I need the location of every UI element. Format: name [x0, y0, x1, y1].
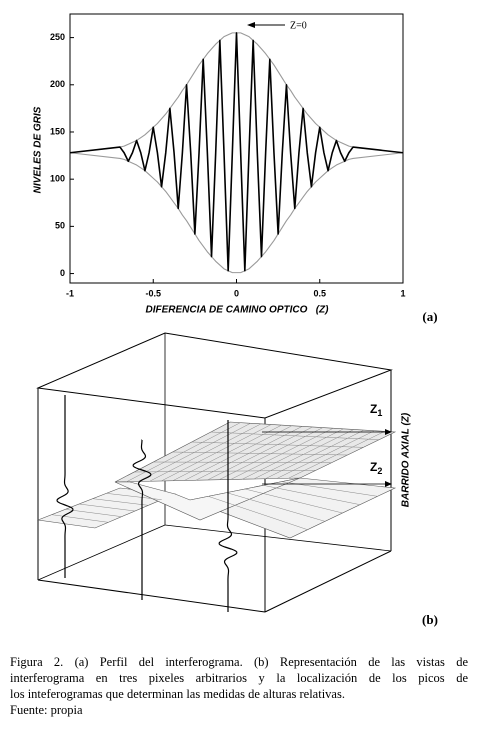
- hatch-line: [210, 431, 380, 440]
- arrow-head: [247, 22, 255, 28]
- x-tick-label: -1: [66, 288, 74, 298]
- profile-curve: [218, 420, 238, 612]
- hatch-line: [172, 451, 348, 456]
- profile-curve: [132, 439, 152, 600]
- arrow-head: [385, 429, 392, 435]
- box-edge: [37, 579, 266, 613]
- x-tick-label: 0: [234, 288, 239, 298]
- y-tick-label: 50: [55, 221, 65, 231]
- z2-letter: Z: [370, 460, 377, 474]
- y-axis-title: NIVELES DE GRIS: [33, 106, 44, 193]
- x-tick-label: 0.5: [313, 288, 326, 298]
- caption-source: Fuente: propia: [10, 703, 83, 717]
- z2-sub: 2: [377, 466, 382, 476]
- caption: Figura 2. (a) Perfil del interferograma.…: [10, 654, 468, 718]
- hatch-line: [51, 514, 109, 523]
- box-edge: [37, 524, 166, 581]
- y-tick-label: 150: [50, 126, 65, 136]
- y-tick-label: 250: [50, 32, 65, 42]
- hatch-line: [191, 441, 364, 448]
- profiles: [56, 395, 238, 612]
- hatch-line: [65, 509, 122, 517]
- z1-letter: Z: [370, 402, 377, 416]
- z1-label: Z1: [370, 402, 382, 418]
- figure: Z=0 NIVELES DE GRIS DIFERENCIA DE CAMINO…: [33, 13, 438, 627]
- x-tick-label: 1: [400, 288, 405, 298]
- y-tick-label: 0: [60, 268, 65, 278]
- panel-label: (a): [422, 309, 437, 324]
- hatch-line: [208, 496, 308, 530]
- box-edge: [264, 550, 392, 613]
- annotation: Z=0: [290, 20, 307, 31]
- chart: Z=0 NIVELES DE GRIS DIFERENCIA DE CAMINO…: [33, 13, 438, 324]
- surface-grid: [51, 422, 385, 530]
- hatch-line: [263, 485, 361, 505]
- x-tick-label: -0.5: [145, 288, 161, 298]
- profile-curve: [56, 395, 74, 578]
- x-axis-title: DIFERENCIA DE CAMINO OPTICO (Z): [146, 305, 330, 316]
- diagram: [36, 332, 397, 613]
- series-line: [69, 32, 404, 272]
- y-tick-label: 200: [50, 79, 65, 89]
- arrow-head: [385, 481, 392, 487]
- box-edge: [164, 524, 392, 552]
- caption-line: Figura 2. (a) Perfil del interferograma.…: [10, 655, 468, 669]
- hatch-line: [106, 493, 162, 500]
- hatch-line: [78, 503, 136, 512]
- z2-label: Z2: [370, 460, 382, 476]
- z1-sub: 1: [377, 408, 382, 418]
- axis-label: BARRIDO AXIAL (Z): [401, 412, 412, 507]
- y-tick-label: 100: [50, 174, 65, 184]
- surface-wall: [114, 477, 301, 521]
- hatch-line: [153, 461, 332, 463]
- box-top: [36, 332, 393, 419]
- series-line: [69, 152, 404, 274]
- panel-label: (b): [422, 612, 438, 627]
- caption-line: los inteferogramas que determinan las me…: [10, 687, 345, 701]
- caption-line: interferograma en tres pixeles arbitrari…: [10, 671, 468, 685]
- hatch-line: [92, 498, 149, 506]
- hatch-line: [134, 470, 316, 473]
- hatch-line: [244, 488, 343, 514]
- hatch-line: [226, 492, 326, 522]
